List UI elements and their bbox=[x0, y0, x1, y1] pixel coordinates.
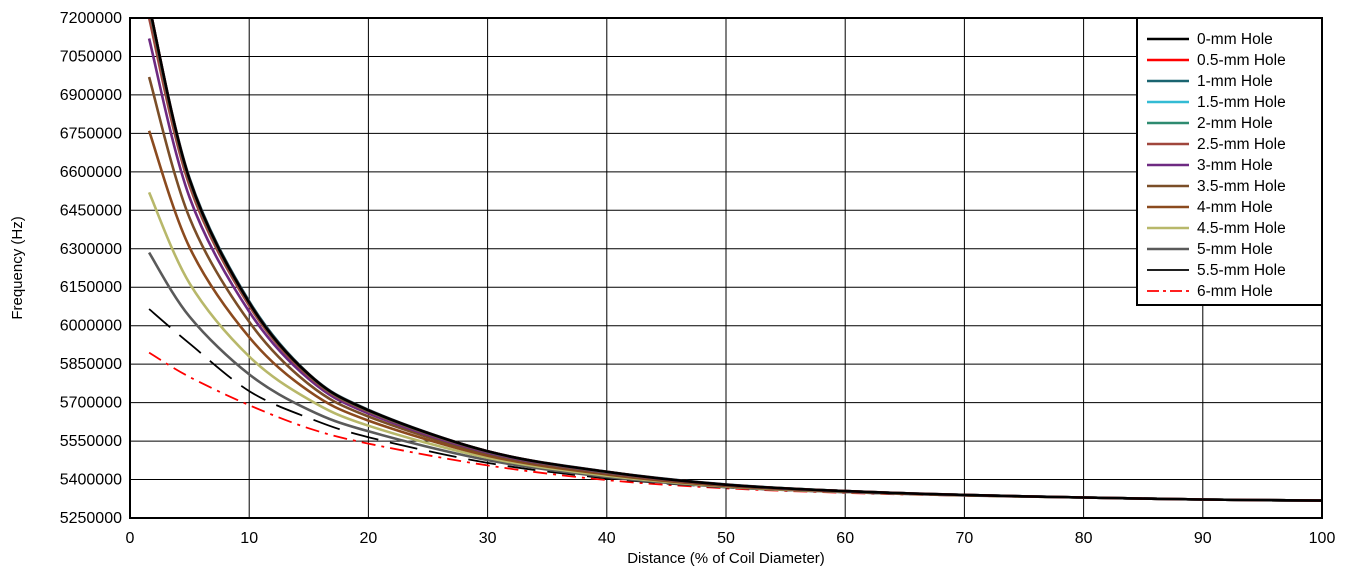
y-tick-label: 7200000 bbox=[60, 10, 122, 27]
y-tick-label: 5250000 bbox=[60, 510, 122, 527]
y-tick-label: 5700000 bbox=[60, 395, 122, 412]
y-tick-label: 5850000 bbox=[60, 356, 122, 373]
y-tick-label: 7050000 bbox=[60, 48, 122, 65]
x-tick-label: 100 bbox=[1309, 530, 1336, 547]
series-line-6-mm-hole bbox=[148, 351, 1322, 502]
x-tick-labels: 0 10 20 30 40 50 60 70 80 90 100 bbox=[126, 530, 1336, 547]
legend-label: 0.5-mm Hole bbox=[1197, 52, 1286, 69]
legend-label: 5-mm Hole bbox=[1197, 241, 1273, 258]
x-tick-label: 0 bbox=[126, 530, 135, 547]
y-tick-label: 6750000 bbox=[60, 125, 122, 142]
legend-label: 2-mm Hole bbox=[1197, 115, 1273, 132]
y-tick-label: 6000000 bbox=[60, 318, 122, 335]
x-tick-label: 20 bbox=[360, 530, 378, 547]
legend-label: 0-mm Hole bbox=[1197, 31, 1273, 48]
legend-label: 6-mm Hole bbox=[1197, 283, 1273, 300]
x-tick-label: 90 bbox=[1194, 530, 1212, 547]
y-tick-label: 6900000 bbox=[60, 87, 122, 104]
legend-label: 1.5-mm Hole bbox=[1197, 94, 1286, 111]
y-tick-label: 5400000 bbox=[60, 472, 122, 489]
legend-label: 5.5-mm Hole bbox=[1197, 262, 1286, 279]
y-axis-label: Frequency (Hz) bbox=[9, 216, 26, 319]
legend: 0-mm Hole 0.5-mm Hole 1-mm Hole 1.5-mm Hole… bbox=[1136, 17, 1323, 306]
x-tick-label: 80 bbox=[1075, 530, 1093, 547]
y-tick-labels: 5250000 5400000 5550000 5700000 5850000 60000… bbox=[60, 10, 122, 527]
legend-label: 4.5-mm Hole bbox=[1197, 220, 1286, 237]
series-line-0-mm-hole bbox=[150, 18, 1322, 502]
y-tick-label: 5550000 bbox=[60, 433, 122, 450]
x-tick-label: 30 bbox=[479, 530, 497, 547]
legend-label: 1-mm Hole bbox=[1197, 73, 1273, 90]
legend-label: 4-mm Hole bbox=[1197, 199, 1273, 216]
series-line-5-5-mm-hole bbox=[148, 308, 1322, 502]
legend-label: 2.5-mm Hole bbox=[1197, 136, 1286, 153]
legend-label: 3-mm Hole bbox=[1197, 157, 1273, 174]
series-lines bbox=[147, 18, 1322, 502]
x-tick-label: 40 bbox=[598, 530, 616, 547]
y-tick-label: 6150000 bbox=[60, 279, 122, 296]
x-axis-label: Distance (% of Coil Diameter) bbox=[627, 550, 825, 567]
legend-label: 3.5-mm Hole bbox=[1197, 178, 1286, 195]
y-tick-label: 6300000 bbox=[60, 241, 122, 258]
x-tick-label: 70 bbox=[956, 530, 974, 547]
x-tick-label: 10 bbox=[240, 530, 258, 547]
x-tick-label: 50 bbox=[717, 530, 735, 547]
x-tick-label: 60 bbox=[836, 530, 854, 547]
legend-box bbox=[1136, 17, 1323, 306]
y-tick-label: 6450000 bbox=[60, 202, 122, 219]
y-tick-label: 6600000 bbox=[60, 164, 122, 181]
